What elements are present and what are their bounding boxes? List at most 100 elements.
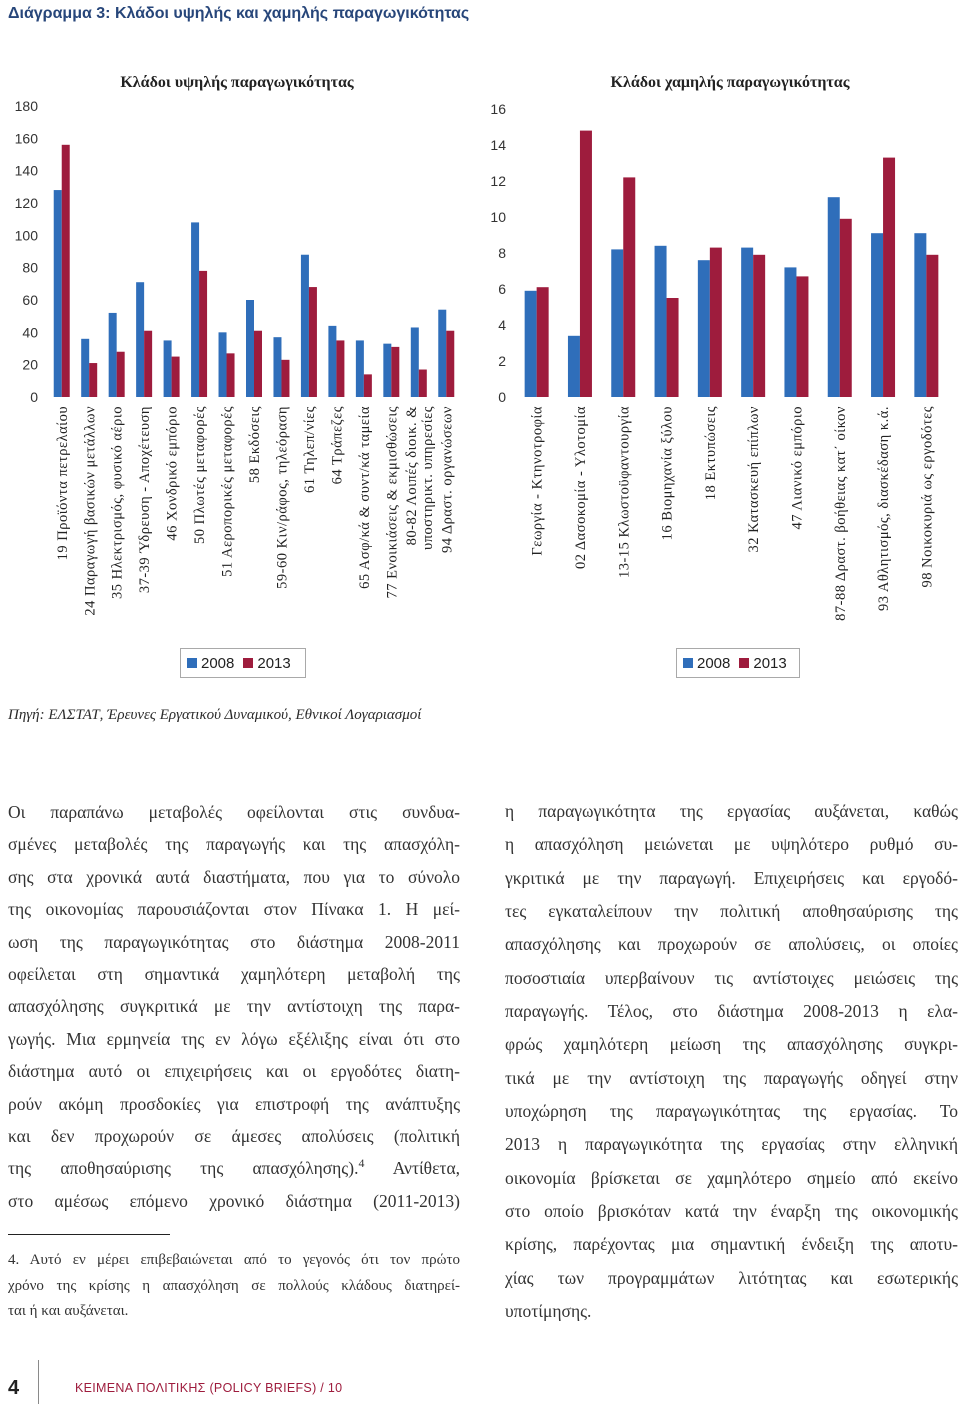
category-label: 98 Νοικοκυριά ως εργοδότες bbox=[919, 406, 935, 587]
category-label: 19 Προϊόντα πετρελαίου bbox=[55, 406, 71, 560]
text-line: ρούν ακόμη προσδοκίες για επιστροφή της … bbox=[8, 1093, 460, 1114]
bar-2013-9 bbox=[281, 359, 290, 397]
bar-2013-15 bbox=[446, 330, 455, 397]
legend-label: 2008 bbox=[697, 654, 731, 672]
text-line: της αποθησαύρισης της απασχόλησης).4 Αντ… bbox=[8, 1152, 460, 1184]
legend-label: 2008 bbox=[201, 654, 235, 672]
category-label: 77 Ενοικιάσεις & εκμισθώσεις bbox=[384, 406, 400, 599]
source-note: Πηγή: ΕΛΣΤΑΤ, Έρευνες Εργατικού Δυναμικο… bbox=[8, 707, 422, 723]
text-line: γκριτικά με την παραγωγή. Επιχειρήσεις κ… bbox=[505, 867, 958, 888]
legend-item: 2008 bbox=[683, 655, 730, 672]
bar-2013-9 bbox=[883, 157, 896, 397]
text-line: ποσοστιαία υπερβαίνουν τις αντίστοιχες μ… bbox=[505, 967, 958, 988]
y-tick-label: 2 bbox=[498, 353, 506, 369]
category-label: 80-82 Λοιπές διοικ. & bbox=[404, 406, 420, 546]
y-tick-label: 4 bbox=[498, 317, 506, 333]
text-line: και δεν προχωρούν σε άμεσες απολύσεις (π… bbox=[8, 1125, 460, 1146]
text-line: σμένες μεταβολές της παραγωγής και της α… bbox=[8, 834, 460, 855]
y-tick-label: 140 bbox=[15, 163, 39, 179]
legend-high-productivity: 2008 2013 bbox=[180, 648, 306, 678]
text-line: η παραγωγικότητα της εργασίας αυξάνεται,… bbox=[505, 801, 958, 821]
bar-2008-7 bbox=[218, 332, 227, 397]
bar-2008-4 bbox=[654, 245, 667, 397]
legend-item: 2008 bbox=[187, 655, 234, 672]
chart-1: Κλάδοι υψηλής παραγωγικότητας 0 20 40 60 80 10… bbox=[15, 74, 456, 616]
footnote-rule bbox=[8, 1234, 170, 1235]
bar-2013-6 bbox=[199, 270, 208, 397]
bar-2013-13 bbox=[391, 346, 400, 397]
text-line: στο αμέσως επόμενο χρονικό διάστημα (201… bbox=[8, 1190, 460, 1211]
text-line: απασχόλησης και προχωρούν σε απολύσεις, … bbox=[505, 934, 958, 955]
bar-2008-2 bbox=[81, 338, 90, 397]
bar-2013-1 bbox=[536, 287, 549, 397]
legend-item: 2013 bbox=[243, 655, 291, 672]
bar-2008-14 bbox=[410, 327, 419, 397]
bar-2013-4 bbox=[666, 298, 679, 397]
text-line: παραγωγής. Τέλος, στο διάστημα 2008-2013… bbox=[505, 1001, 958, 1022]
y-tick-label: 16 bbox=[490, 101, 506, 117]
y-tick-label: 14 bbox=[490, 137, 506, 153]
text-line: Οι παραπάνω μεταβολές οφείλονται στις συ… bbox=[8, 802, 460, 822]
y-tick-label: 100 bbox=[15, 227, 39, 243]
category-label: 13-15 Κλωστοϋφαντουργία bbox=[616, 406, 632, 578]
text-line: χρόνο της κρίσης η απασχόληση σε πολλούς… bbox=[8, 1277, 460, 1294]
page-number: 4 bbox=[8, 1377, 20, 1399]
bar-2008-10 bbox=[914, 233, 927, 397]
category-label: 24 Παραγωγή βασικών μετάλλων bbox=[82, 406, 98, 616]
y-tick-label: 180 bbox=[15, 98, 39, 114]
bar-2013-8 bbox=[839, 218, 852, 397]
body-left-column: Οι παραπάνω μεταβολές οφείλονται στις συ… bbox=[8, 796, 460, 1217]
bar-2013-5 bbox=[171, 356, 180, 397]
bar-2008-10 bbox=[300, 254, 309, 397]
bar-2008-13 bbox=[383, 343, 392, 397]
y-tick-label: 20 bbox=[22, 357, 38, 373]
text-line: τες εγκαταλείπουν την πολιτική αποθησαύρ… bbox=[505, 901, 958, 922]
bar-2008-6 bbox=[191, 222, 200, 397]
legend-swatch bbox=[683, 658, 693, 668]
text-line: υποχώρηση της παραγωγικότητας της εργασί… bbox=[505, 1101, 958, 1122]
legend-item: 2013 bbox=[739, 654, 787, 672]
text-line: ωση της παραγωγικότητας στο διάστημα 200… bbox=[8, 931, 460, 952]
legend-swatch bbox=[243, 658, 254, 668]
bar-2013-12 bbox=[363, 374, 372, 397]
bar-2013-7 bbox=[226, 353, 235, 397]
category-label: 35 Ηλεκτρισμός, φυσικό αέριο bbox=[110, 406, 126, 599]
bar-2008-5 bbox=[697, 260, 710, 397]
text-line: διάστημα αυτό οι επιχειρήσεις και οι εργ… bbox=[8, 1061, 460, 1082]
text-line: φρώς χαμηλότερη μείωση της απασχόλησης σ… bbox=[505, 1034, 958, 1055]
bar-2008-15 bbox=[438, 309, 447, 397]
legend-swatch bbox=[739, 658, 750, 668]
category-label: 58 Εκδόσεις bbox=[247, 406, 263, 483]
bar-2008-6 bbox=[741, 247, 754, 397]
bar-2013-14 bbox=[418, 369, 427, 397]
bar-2013-8 bbox=[254, 330, 262, 397]
bar-2008-8 bbox=[827, 197, 840, 397]
chart-title: Κλάδοι χαμηλής παραγωγικότητας bbox=[611, 74, 850, 91]
text-line: 4. Αυτό εν μέρει επιβεβαιώνεται από το γ… bbox=[8, 1252, 460, 1268]
legend-label: 2013 bbox=[753, 654, 787, 672]
bar-2013-2 bbox=[579, 130, 592, 397]
category-label: 59-60 Κιν/ράφος, τηλεόραση bbox=[275, 406, 291, 589]
category-label: 61 Τηλεπ/νίες bbox=[302, 406, 318, 493]
category-label: 47 Λιανικό εμπόριο bbox=[790, 406, 806, 529]
bar-2008-9 bbox=[273, 337, 282, 397]
y-tick-label: 60 bbox=[22, 292, 38, 308]
text-line: κρίσης, παρέχοντας μια σημαντική ένδειξη… bbox=[505, 1234, 958, 1255]
category-label: 50 Πλωτές μεταφορές bbox=[192, 406, 208, 544]
figure-title: Διάγραμμα 3: Κλάδοι υψηλής και χαμηλής π… bbox=[8, 5, 470, 22]
bar-2013-10 bbox=[308, 287, 317, 397]
body-right-column: η παραγωγικότητα της εργασίας αυξάνεται,… bbox=[505, 795, 958, 1329]
text-line: σης στα χρονικά αυτά διαστήματα, που για… bbox=[8, 866, 460, 887]
bar-2008-12 bbox=[355, 340, 364, 397]
bar-2008-5 bbox=[163, 340, 172, 397]
y-tick-label: 0 bbox=[498, 389, 506, 405]
text-line: γωγής. Μια ερμηνεία της εν λόγω εξέλιξης… bbox=[8, 1028, 460, 1049]
footnote: 4. Αυτό εν μέρει επιβεβαιώνεται από το γ… bbox=[8, 1248, 460, 1325]
text-span: της αποθησαύρισης της απασχόλησης). bbox=[8, 1158, 359, 1179]
category-label: 02 Δασοκομία - Υλοτομία bbox=[573, 406, 589, 569]
bar-2013-6 bbox=[753, 254, 766, 397]
category-label: 87-88 Δραστ. βοήθειας κατ΄ οίκον bbox=[833, 406, 849, 621]
text-line: υποτίμησης. bbox=[505, 1301, 592, 1322]
text-line: ται ή και αυξάνεται. bbox=[8, 1303, 129, 1319]
